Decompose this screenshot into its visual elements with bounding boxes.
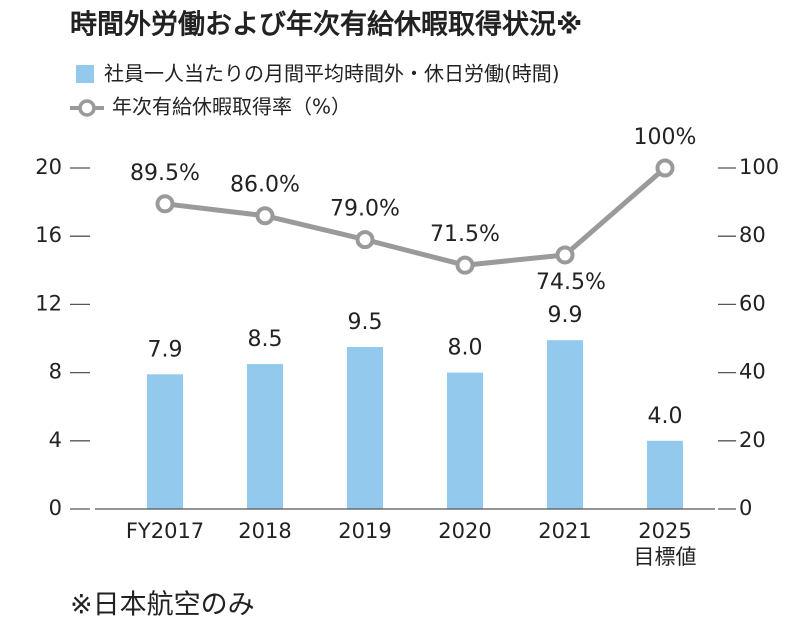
legend-swatch — [76, 65, 94, 83]
line-value-label: 71.5% — [430, 222, 500, 247]
y2-tick-label: 100 — [739, 155, 779, 179]
y2-tick-label: 0 — [739, 496, 752, 520]
bar — [247, 364, 283, 509]
bar-value-label: 8.0 — [448, 336, 483, 361]
line-marker — [255, 206, 275, 226]
y2-tick-label: 40 — [739, 360, 766, 384]
line-marker — [655, 158, 675, 178]
x-tick-label: 2025 目標値 — [633, 519, 697, 569]
line-value-label: 86.0% — [230, 173, 300, 198]
bar — [547, 340, 583, 509]
y-tick-label: 0 — [49, 496, 62, 520]
x-tick-label: 2018 — [238, 519, 292, 543]
y-tick-label: 12 — [35, 291, 62, 315]
line-value-label: 100% — [634, 125, 697, 150]
y2-tick-label: 80 — [739, 223, 766, 247]
x-tick-label: FY2017 — [125, 519, 205, 543]
y-tick-label: 20 — [35, 155, 62, 179]
bar-value-label: 9.9 — [548, 303, 583, 328]
bar — [647, 440, 683, 509]
x-tick-label: 2021 — [538, 519, 592, 543]
line-marker — [555, 245, 575, 265]
legend-label: 社員一人当たりの月間平均時間外・休日労働(時間) — [104, 62, 560, 86]
y2-tick-label: 20 — [739, 428, 766, 452]
bar-value-label: 8.5 — [248, 327, 283, 352]
line-value-label: 89.5% — [130, 161, 200, 186]
line-marker — [355, 230, 375, 250]
legend-label: 年次有給休暇取得率（%） — [112, 95, 351, 119]
line — [164, 166, 667, 268]
line-value-label: 79.0% — [330, 197, 400, 222]
footnote: ※日本航空のみ — [70, 590, 255, 621]
bar-value-label: 9.5 — [348, 310, 383, 335]
x-tick-label: 2019 — [338, 519, 392, 543]
bar-value-label: 7.9 — [148, 337, 183, 362]
line-marker — [155, 194, 175, 214]
bar — [347, 347, 383, 509]
x-tick-label: 2020 — [438, 519, 492, 543]
chart-title: 時間外労働および年次有給休暇取得状況※ — [70, 9, 582, 41]
line-value-label: 74.5% — [536, 270, 606, 295]
bar — [147, 374, 183, 509]
legend-marker — [78, 99, 96, 117]
line-marker — [455, 255, 475, 275]
y-tick-label: 4 — [49, 428, 62, 452]
y-tick-label: 16 — [35, 223, 62, 247]
y-tick-label: 8 — [49, 360, 62, 384]
y2-tick-label: 60 — [739, 291, 766, 315]
bar-value-label: 4.0 — [648, 404, 683, 429]
bar — [447, 372, 483, 509]
